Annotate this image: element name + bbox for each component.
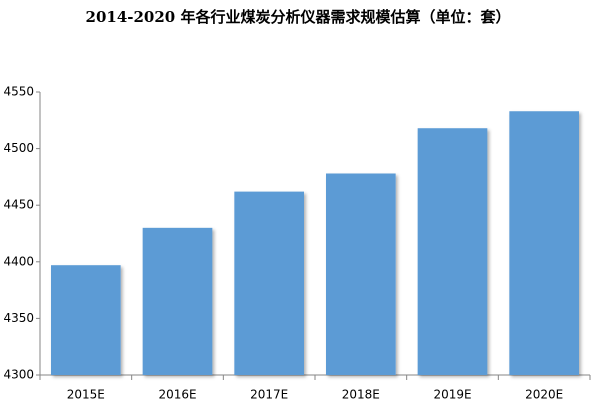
bar: [509, 111, 579, 375]
y-tick-label: 4300: [3, 368, 34, 382]
bar: [326, 173, 396, 375]
y-tick-label: 4400: [3, 254, 34, 268]
y-tick-label: 4450: [3, 198, 34, 212]
x-tick-label: 2016E: [158, 388, 196, 402]
bar: [234, 191, 304, 375]
x-tick-label: 2020E: [525, 388, 563, 402]
y-tick-label: 4350: [3, 311, 34, 325]
y-tick-label: 4550: [3, 85, 34, 99]
bar: [142, 227, 213, 375]
x-tick-label: 2019E: [433, 388, 471, 402]
x-tick-label: 2017E: [250, 388, 288, 402]
x-tick-label: 2018E: [342, 388, 380, 402]
x-tick-label: 2015E: [67, 388, 105, 402]
y-tick-label: 4500: [3, 141, 34, 155]
bar: [417, 128, 488, 375]
bar: [51, 265, 121, 375]
chart-title: 2014-2020 年各行业煤炭分析仪器需求规模估算（单位：套）: [86, 8, 511, 26]
